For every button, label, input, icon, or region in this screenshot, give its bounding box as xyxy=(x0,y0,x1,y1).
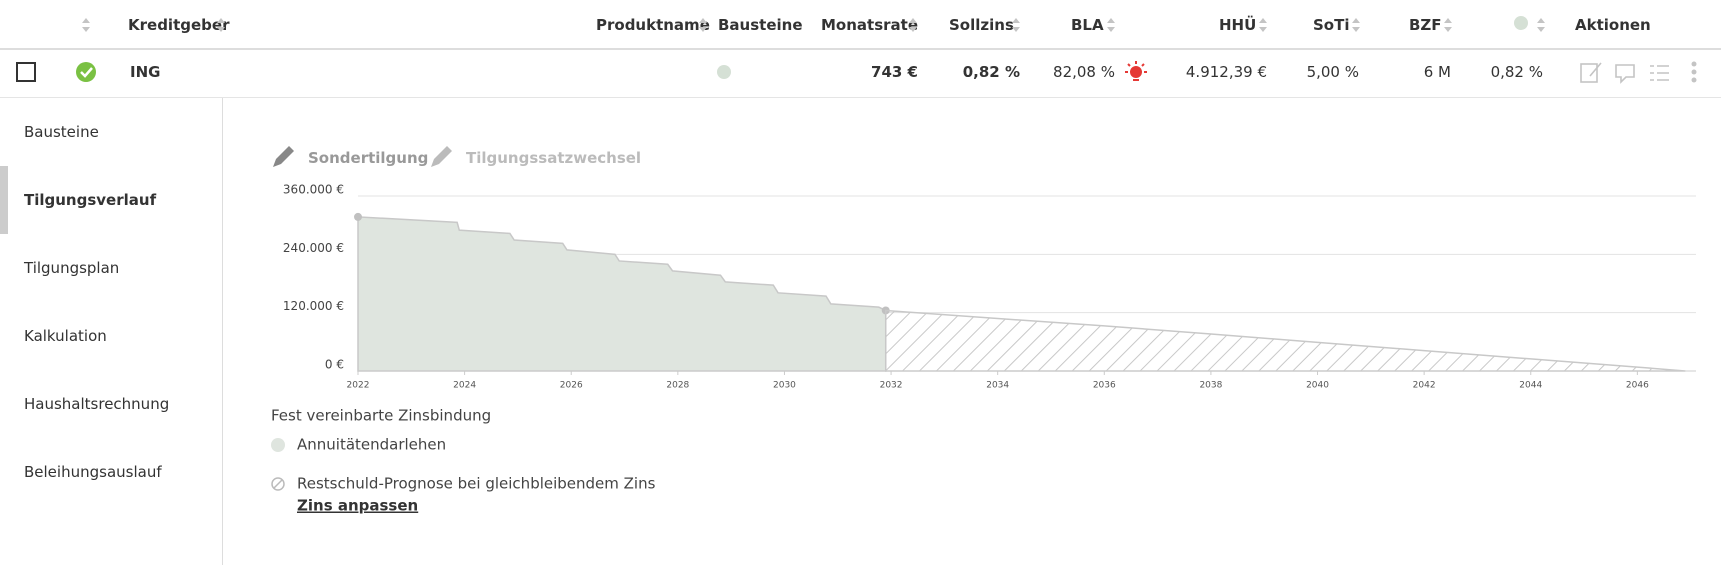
area xyxy=(357,216,887,372)
y-tick-label: 0 € xyxy=(325,358,344,372)
row-border xyxy=(0,97,1721,98)
area xyxy=(884,309,1686,372)
legend-label: Annuitätendarlehen xyxy=(297,436,446,454)
header[interactable]: Kreditgeber xyxy=(128,16,230,34)
header[interactable]: Produktname xyxy=(596,16,710,34)
header[interactable]: HHÜ xyxy=(1219,16,1257,34)
sidebar-border xyxy=(222,98,223,565)
header[interactable]: BLA xyxy=(1071,16,1104,34)
x-tick-label: 2030 xyxy=(773,381,796,391)
check xyxy=(80,67,93,78)
bulb-icon xyxy=(1125,61,1147,81)
nav-item[interactable]: Beleihungsauslauf xyxy=(24,463,162,481)
pencil-icon xyxy=(273,146,294,167)
cell: 82,08 % xyxy=(1053,63,1115,81)
legend-swatch-hatch xyxy=(273,479,283,489)
cell: 6 M xyxy=(1423,63,1451,81)
legend-swatch xyxy=(271,438,285,452)
cell: 0,82 % xyxy=(962,63,1020,81)
selected-bar xyxy=(0,166,8,234)
tool-button[interactable]: Sondertilgung xyxy=(308,149,429,167)
legend-swatch xyxy=(271,477,285,491)
cell: 5,00 % xyxy=(1306,63,1359,81)
sort-icons xyxy=(82,18,1545,32)
legend-title: Fest vereinbarte Zinsbindung xyxy=(271,407,491,425)
x-tick-label: 2032 xyxy=(880,381,903,391)
cell: 743 € xyxy=(871,63,918,81)
x-tick-label: 2034 xyxy=(986,381,1009,391)
y-tick-label: 360.000 € xyxy=(283,183,344,197)
x-tick-label: 2044 xyxy=(1519,381,1542,391)
x-tick-label: 2036 xyxy=(1093,381,1116,391)
y-tick-label: 120.000 € xyxy=(283,299,344,313)
nav-item[interactable]: Haushaltsrechnung xyxy=(24,395,170,413)
cell: 0,82 % xyxy=(1490,63,1543,81)
kebab-menu[interactable] xyxy=(1691,61,1697,83)
x-tick-label: 2046 xyxy=(1626,381,1649,391)
x-tick-label: 2024 xyxy=(453,381,476,391)
header[interactable]: BZF xyxy=(1409,16,1442,34)
header[interactable]: Monatsrate xyxy=(821,16,918,34)
component-dot xyxy=(717,65,731,79)
y-tick-label: 240.000 € xyxy=(283,241,344,255)
header: Aktionen xyxy=(1575,16,1651,34)
x-tick-label: 2028 xyxy=(666,381,689,391)
header[interactable]: SoTi xyxy=(1313,16,1350,34)
cell: 4.912,39 € xyxy=(1185,63,1267,81)
x-tick-label: 2042 xyxy=(1413,381,1436,391)
action-icons[interactable] xyxy=(1580,62,1669,84)
legend-label: Restschuld-Prognose bei gleichbleibendem… xyxy=(297,475,656,493)
header[interactable]: Sollzins xyxy=(949,16,1014,34)
checkbox[interactable] xyxy=(16,62,36,82)
tool-button[interactable]: Tilgungssatzwechsel xyxy=(466,149,642,167)
header: Bausteine xyxy=(718,16,803,34)
pencil-icon xyxy=(431,146,452,167)
x-tick-label: 2040 xyxy=(1306,381,1329,391)
link[interactable]: Zins anpassen xyxy=(297,497,418,515)
x-tick-label: 2038 xyxy=(1199,381,1222,391)
status-dot xyxy=(1514,16,1528,30)
status-ok xyxy=(76,62,96,82)
nav-item[interactable]: Tilgungsplan xyxy=(24,259,120,277)
lender: ING xyxy=(130,63,161,81)
nav-item[interactable]: Tilgungsverlauf xyxy=(24,191,157,209)
nav-item[interactable]: Bausteine xyxy=(24,123,99,141)
nav-item[interactable]: Kalkulation xyxy=(24,327,107,345)
point-marker xyxy=(354,212,362,221)
header-border xyxy=(0,48,1721,50)
x-tick-label: 2026 xyxy=(560,381,583,391)
x-tick-label: 2022 xyxy=(347,381,370,391)
plot: 0 € 120.000 € 240.000 € 360.000 € 2022 2024 20… xyxy=(271,183,1696,515)
